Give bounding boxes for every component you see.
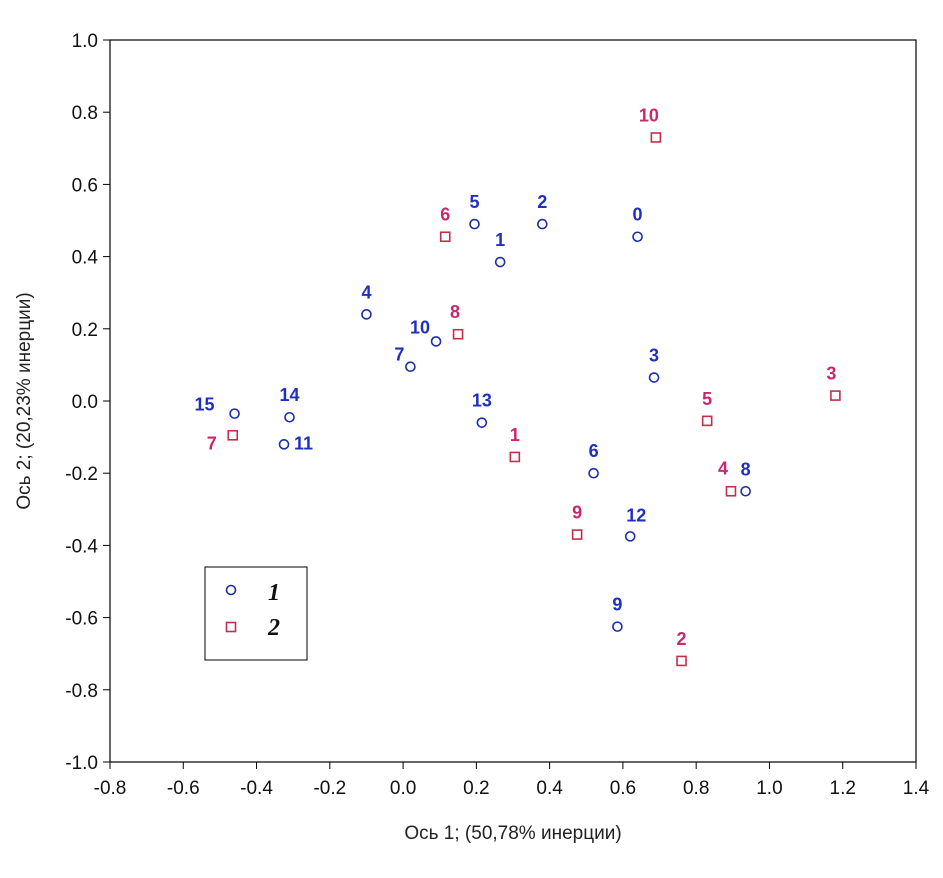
series-1-point-label-3: 3 [649,346,659,366]
series-2-point-label-9: 9 [572,503,582,523]
legend-box [204,566,308,661]
legend-label-series-1: 1 [268,580,280,606]
series-1-point-label-10: 10 [410,317,430,337]
series-2-point-label-5: 5 [702,389,712,409]
series-1-point-label-7: 7 [394,345,404,365]
series-1-point-label-1: 1 [495,230,505,250]
series-2-point-label-6: 6 [440,205,450,225]
series-1-point-label-13: 13 [472,391,492,411]
x-axis-ticks: -0.8 -0.6 -0.4 -0.2 0.0 0.2 0.4 0.6 0.8 1.0 1.2 1.4 [94,762,930,799]
legend: 1 2 [204,566,308,661]
series-1-point-label-12: 12 [626,505,646,525]
series-1-point-label-15: 15 [195,395,215,415]
y-tick-label: -0.2 [65,464,98,485]
legend-marker-series-1 [225,584,237,596]
series-1-point-label-14: 14 [280,385,300,405]
y-tick-label: 0.8 [72,103,98,124]
series-1-point-4 [361,309,372,320]
series-2-point-10 [650,132,662,143]
y-tick-label: 0.0 [72,392,98,413]
series-2-point-label-7: 7 [207,433,217,453]
series-2-point-1 [509,451,521,463]
series-1-point-2 [537,218,548,230]
y-tick-label: 0.6 [72,175,98,196]
x-tick-label: 1.4 [903,778,930,799]
x-tick-label: 0.0 [390,778,416,799]
series-1-point-7 [405,361,416,373]
series-1-point-label-8: 8 [741,459,751,479]
y-tick-label: -0.4 [65,536,98,557]
series-2-point-3 [830,390,841,401]
series-2-point-5 [701,415,713,427]
x-tick-label: -0.4 [240,778,273,799]
series-1-point-9 [612,621,623,632]
x-tick-label: -0.2 [313,778,346,799]
series-1-point-0 [632,231,643,243]
y-tick-label: 1.0 [72,31,98,52]
y-axis-ticks: -1.0 -0.8 -0.6 -0.4 -0.2 0.0 0.2 0.4 0.6 0.8 1.0 [65,31,110,774]
series-1-point-label-11: 11 [294,433,313,453]
series-2-point-7 [227,429,239,441]
series-1-point-11 [278,439,290,450]
series-1-point-6 [588,467,599,479]
y-tick-label: -1.0 [65,753,98,774]
series-1-point-14 [284,411,295,423]
series-1-point-1 [494,256,506,268]
series-1-point-15 [229,408,240,419]
y-tick-label: -0.8 [65,681,98,702]
series-2-point-label-2: 2 [677,629,687,649]
series-2-point-6 [439,231,451,243]
series-1-point-label-4: 4 [361,282,371,302]
x-tick-label: 0.4 [536,778,563,799]
series-1-point-5 [469,218,480,230]
x-tick-label: 1.0 [756,778,782,799]
x-tick-label: 0.6 [610,778,636,799]
series-1-point-10 [430,336,442,347]
series-1-point-label-2: 2 [537,192,547,212]
series-2-point-4 [725,485,737,497]
series-1-point-label-6: 6 [589,441,599,461]
series-2-point-label-1: 1 [510,425,520,445]
x-tick-label: 0.8 [683,778,709,799]
series-1-point-13 [476,417,488,428]
y-tick-label: 0.2 [72,320,98,341]
series-1-point-12 [624,531,636,542]
y-tick-label: -0.6 [65,609,98,630]
series-2-point-label-3: 3 [826,364,836,384]
series-1-point-label-0: 0 [633,205,643,225]
series-2-point-2 [676,655,687,667]
series-2-point-label-4: 4 [718,458,728,478]
series-1-point-3 [648,372,660,383]
series-1-point-label-9: 9 [612,595,622,615]
series-1-point-label-5: 5 [470,192,480,212]
series-2-point-9 [571,529,583,540]
x-tick-label: -0.6 [167,778,200,799]
x-tick-label: -0.8 [94,778,127,799]
legend-label-series-2: 2 [267,615,280,641]
x-tick-label: 0.2 [463,778,489,799]
y-tick-label: 0.4 [72,248,99,269]
x-tick-label: 1.2 [830,778,856,799]
y-axis-title: Ось 2; (20,23% инерции) [14,292,35,509]
legend-marker-series-2 [225,621,237,633]
x-axis-title: Ось 1; (50,78% инерции) [404,823,621,844]
series-2-point-label-8: 8 [450,302,460,322]
series-1-point-8 [740,485,751,497]
series-2-point-8 [452,328,464,340]
series-2-point-label-10: 10 [639,105,659,125]
